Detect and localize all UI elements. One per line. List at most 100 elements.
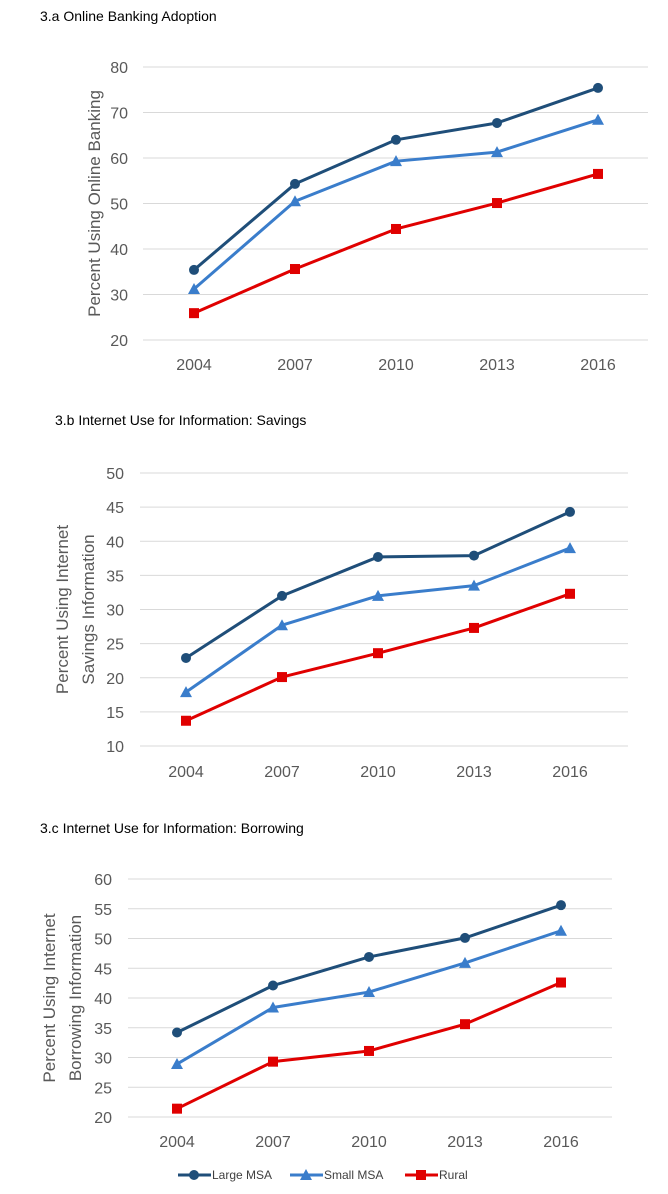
y-tick-label: 15 [106, 705, 124, 722]
data-point [468, 579, 480, 591]
y-tick-label: 30 [106, 603, 124, 620]
x-tick-label: 2007 [255, 1134, 291, 1151]
data-point [565, 506, 575, 517]
data-point [565, 588, 575, 599]
data-point [188, 283, 200, 295]
y-tick-label: 20 [106, 671, 124, 688]
chart-c-title: 3.c Internet Use for Information: Borrow… [40, 820, 304, 836]
x-tick-label: 2013 [447, 1134, 483, 1151]
data-point [592, 113, 604, 125]
data-point [172, 1103, 182, 1114]
data-point [172, 1027, 182, 1038]
y-tick-label: 20 [110, 333, 128, 350]
series-line-large-msa [193, 86, 599, 272]
data-point [459, 956, 471, 968]
x-tick-label: 2016 [552, 764, 588, 781]
y-tick-label: 20 [94, 1110, 112, 1127]
y-tick-label: 25 [106, 637, 124, 654]
y-tick-label: 40 [106, 534, 124, 551]
data-point [391, 134, 401, 145]
data-point [277, 590, 287, 601]
data-point [290, 178, 300, 189]
data-point [556, 900, 566, 911]
x-tick-label: 2004 [159, 1134, 195, 1151]
data-point [171, 1058, 183, 1070]
y-tick-label: 35 [94, 1021, 112, 1038]
data-point [373, 648, 383, 659]
legend-marker [300, 1169, 312, 1180]
data-point [491, 146, 503, 158]
x-tick-label: 2013 [479, 357, 515, 374]
x-tick-label: 2016 [580, 357, 616, 374]
y-axis-label: Percent Using Internet [40, 913, 59, 1082]
series-line-rural [176, 981, 562, 1111]
chart-a-title: 3.a Online Banking Adoption [40, 8, 217, 24]
data-point [267, 1001, 279, 1013]
series-line-large-msa [176, 903, 562, 1034]
x-tick-label: 2010 [351, 1134, 387, 1151]
data-point [593, 168, 603, 179]
data-point [290, 264, 300, 275]
legend-marker [189, 1170, 199, 1180]
y-tick-label: 40 [94, 991, 112, 1008]
data-point [492, 117, 502, 128]
x-tick-label: 2007 [264, 764, 300, 781]
y-axis-label: Borrowing Information [66, 915, 85, 1081]
y-tick-label: 30 [94, 1051, 112, 1068]
chart-c: 20 25 30 35 40 45 50 55 60 2004 2007 2010 2013 2016 Pe… [40, 872, 612, 1151]
y-tick-label: 50 [94, 932, 112, 949]
x-tick-label: 2013 [456, 764, 492, 781]
data-point [364, 951, 374, 962]
y-axis-label: Percent Using Online Banking [85, 90, 104, 317]
data-point [373, 551, 383, 562]
legend-marker [416, 1170, 426, 1180]
y-tick-label: 60 [94, 872, 112, 889]
data-point [556, 977, 566, 988]
y-tick-label: 55 [94, 902, 112, 919]
data-point [181, 652, 191, 663]
data-point [469, 622, 479, 633]
x-tick-label: 2004 [168, 764, 204, 781]
y-tick-label: 25 [94, 1080, 112, 1097]
x-tick-label: 2007 [277, 357, 313, 374]
data-point [364, 1045, 374, 1056]
data-point [469, 550, 479, 561]
data-point [593, 82, 603, 93]
y-tick-label: 45 [94, 961, 112, 978]
y-tick-label: 10 [106, 739, 124, 756]
data-point [276, 619, 288, 631]
data-point [181, 715, 191, 726]
y-tick-label: 70 [110, 106, 128, 123]
data-point [390, 155, 402, 167]
series-line-small-msa [176, 929, 562, 1066]
series-line-small-msa [193, 118, 599, 291]
chart-b: 10 15 20 25 30 35 40 45 50 2004 2007 2010 2013 2016 Pe… [53, 466, 628, 781]
series-line-rural [193, 172, 599, 315]
chart-b-title: 3.b Internet Use for Information: Saving… [55, 412, 307, 428]
x-tick-label: 2016 [543, 1134, 579, 1151]
y-tick-label: 40 [110, 242, 128, 259]
x-tick-label: 2010 [360, 764, 396, 781]
y-tick-label: 30 [110, 288, 128, 305]
data-point [268, 980, 278, 991]
legend-label: Large MSA [212, 1168, 272, 1182]
legend-label: Rural [439, 1168, 468, 1182]
y-tick-label: 35 [106, 568, 124, 585]
data-point [268, 1056, 278, 1067]
y-tick-label: 80 [110, 60, 128, 77]
data-point [189, 308, 199, 319]
series-line-large-msa [185, 510, 571, 660]
data-point [391, 223, 401, 234]
data-point [277, 672, 287, 683]
y-tick-label: 60 [110, 151, 128, 168]
data-point [460, 1019, 470, 1030]
y-axis-label: Savings Information [79, 534, 98, 684]
y-tick-label: 45 [106, 500, 124, 517]
y-tick-label: 50 [106, 466, 124, 483]
legend-label: Small MSA [324, 1168, 383, 1182]
data-point [555, 924, 567, 936]
data-point [363, 986, 375, 998]
data-point [492, 198, 502, 209]
y-tick-label: 50 [110, 197, 128, 214]
